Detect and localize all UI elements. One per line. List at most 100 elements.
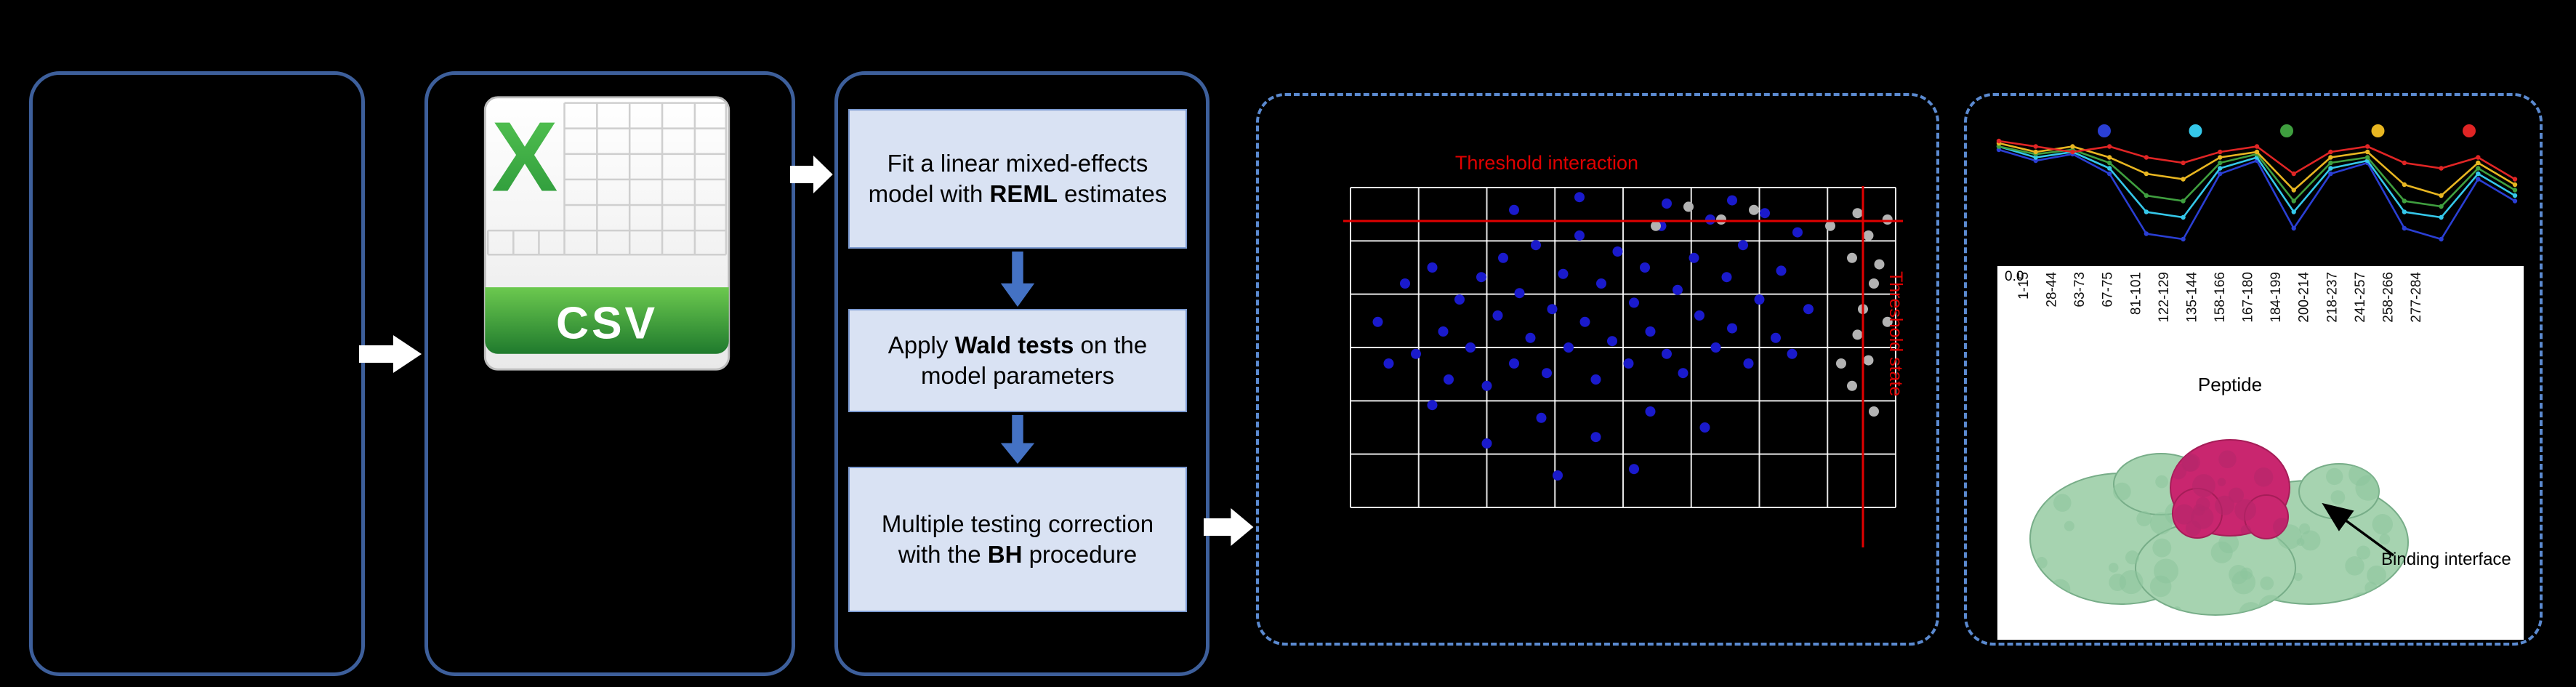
scatter-point <box>1476 272 1486 283</box>
scatter-point <box>1882 214 1893 225</box>
x-axis-title: Peptide <box>2197 374 2263 395</box>
surface-texture <box>2228 487 2245 503</box>
uptake-marker <box>2291 225 2296 231</box>
surface-texture <box>2372 514 2393 535</box>
scatter-point <box>1547 304 1558 315</box>
peptide-tick-label: 122-129 <box>2157 272 2172 323</box>
peptide-panel: 0.0 1-15 28-44 63-73 67-75 81-101 122-129 135-… <box>1997 266 2524 640</box>
peptide-tick-label: 28-44 <box>2045 272 2060 308</box>
surface-texture <box>2215 495 2235 515</box>
peptide-results-box: 0.0 1-15 28-44 63-73 67-75 81-101 122-129 135-… <box>1964 93 2543 646</box>
uptake-marker <box>2218 166 2223 171</box>
plot-grid <box>1350 187 1896 508</box>
uptake-marker <box>2512 188 2518 193</box>
uptake-marker <box>2476 171 2481 177</box>
scatter-point <box>1574 192 1585 203</box>
volcano-plot: Threshold interaction Threshold state <box>1343 152 1906 547</box>
flow-arrow-right-icon <box>790 156 833 193</box>
scatter-point <box>1629 464 1639 475</box>
step-text: Fit a linear mixed-effects model with RE… <box>868 149 1167 207</box>
uptake-marker <box>2144 209 2149 214</box>
peptide-tick-label: 63-73 <box>2072 272 2088 308</box>
uptake-marker <box>2144 171 2149 177</box>
uptake-marker <box>2106 166 2112 171</box>
scatter-point <box>1536 412 1547 423</box>
peptide-tick-label: 184-199 <box>2269 272 2284 323</box>
surface-texture <box>2367 565 2386 585</box>
uptake-marker <box>2364 144 2370 149</box>
surface-texture <box>2035 557 2048 569</box>
surface-texture <box>2136 510 2152 526</box>
scatter-point <box>1852 329 1863 340</box>
scatter-point <box>1400 278 1410 289</box>
uptake-marker <box>2144 231 2149 236</box>
surface-texture <box>2053 494 2072 512</box>
legend-dot <box>2371 124 2385 137</box>
uptake-marker <box>2439 236 2444 242</box>
uptake-marker <box>2476 166 2481 171</box>
protein-structure <box>2029 439 2409 616</box>
excel-x-letter: X <box>491 101 558 212</box>
surface-texture <box>2299 523 2311 535</box>
surface-texture <box>2152 538 2172 558</box>
uptake-marker <box>2328 155 2333 160</box>
step-text: Multiple testing correction with the BH … <box>881 510 1154 568</box>
peptide-tick-label: 218-237 <box>2325 272 2340 323</box>
uptake-marker <box>2328 149 2333 155</box>
peptide-tick-label: 200-214 <box>2297 272 2312 323</box>
surface-texture <box>2294 572 2303 582</box>
surface-texture <box>2064 521 2074 531</box>
scatter-point <box>1590 374 1601 385</box>
uptake-marker <box>2364 155 2370 160</box>
scatter-point <box>1699 422 1710 433</box>
arrow-shape <box>359 335 422 373</box>
step-text: Apply Wald tests on the model parameters <box>887 331 1148 389</box>
surface-texture <box>2260 576 2274 590</box>
scatter-point <box>1596 278 1606 289</box>
uptake-marker <box>2476 177 2481 182</box>
legend-dot <box>2280 124 2293 137</box>
uptake-marker <box>1996 147 2002 153</box>
uptake-marker <box>2218 155 2223 160</box>
scatter-point <box>1444 374 1454 385</box>
tick-labels: 1-15 28-44 63-73 67-75 81-101 122-129 135-144 1… <box>2016 272 2424 323</box>
scatter-point <box>1662 348 1672 359</box>
scatter-point <box>1492 310 1503 321</box>
surface-texture <box>2210 541 2233 563</box>
scatter-point <box>1705 214 1715 225</box>
scatter-point <box>1514 288 1525 299</box>
uptake-marker <box>2144 193 2149 198</box>
scatter-point <box>1438 326 1449 337</box>
scatter-point <box>1651 220 1661 231</box>
csv-file-icon: X CSV <box>483 96 730 371</box>
peptide-axis-labels: 1-15 28-44 63-73 67-75 81-101 122-129 135-144 1… <box>2016 272 2424 323</box>
surface-texture <box>2296 538 2305 546</box>
peptide-tick-label: 241-257 <box>2353 272 2368 323</box>
csv-banner-label: CSV <box>556 298 658 348</box>
scatter-point <box>1607 336 1617 347</box>
uptake-marker <box>2070 149 2075 155</box>
arrow-shape <box>1204 508 1254 546</box>
uptake-marker <box>2181 198 2186 204</box>
flow-arrow-right-icon <box>359 335 422 373</box>
uptake-marker <box>2106 144 2112 149</box>
uptake-marker <box>2070 144 2075 149</box>
scatter-point <box>1882 316 1893 327</box>
peptide-tick-label: 167-180 <box>2241 272 2256 323</box>
uptake-marker <box>2439 166 2444 171</box>
scatter-point <box>1645 326 1656 337</box>
flow-arrow-down-icon <box>1000 415 1035 464</box>
uptake-marker <box>2512 198 2518 204</box>
scatter-point <box>1590 432 1601 443</box>
uptake-marker <box>2402 182 2407 188</box>
uptake-marker <box>1996 144 2002 149</box>
y-axis-tick: 0.0 <box>2005 269 2024 284</box>
scatter-point <box>1509 204 1519 215</box>
threshold-state-label: Threshold state <box>1885 271 1906 396</box>
scatter-point <box>1531 240 1541 251</box>
surface-texture <box>2355 475 2381 501</box>
uptake-marker <box>2402 225 2407 231</box>
surface-texture <box>2119 570 2144 595</box>
scatter-point <box>1612 246 1623 257</box>
surface-texture <box>2181 454 2199 472</box>
